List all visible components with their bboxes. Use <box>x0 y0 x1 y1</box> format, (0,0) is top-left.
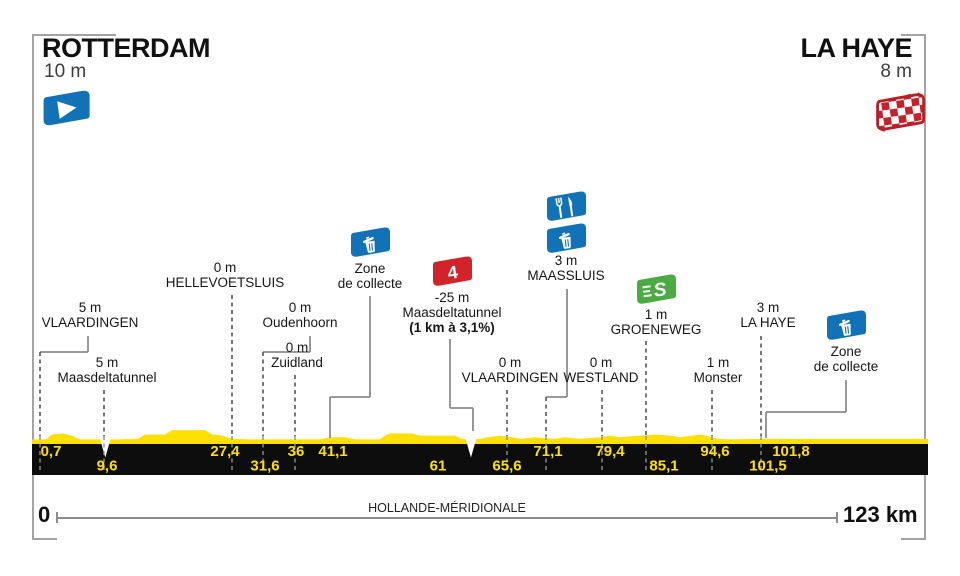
elevation-strip <box>32 441 928 475</box>
cat4-icon: 4 <box>430 253 474 291</box>
waypoint-label-la-haye-101.5: 3 m LA HAYE <box>740 300 795 330</box>
waypoint-elevation: 5 m <box>78 300 102 315</box>
waypoint-elevation: 5 m <box>95 355 119 370</box>
waypoint-label-westland-79.4: 0 m WESTLAND <box>563 355 638 385</box>
waypoint-label-monster-94.6: 1 m Monster <box>694 355 743 385</box>
km-marker: 85,1 <box>649 458 678 475</box>
start-flag-icon <box>40 86 92 137</box>
scale-axis-line <box>57 517 838 519</box>
km-marker: 94,6 <box>700 443 729 460</box>
frame-top-right-cap <box>901 34 926 36</box>
waypoint-name: LA HAYE <box>740 315 796 330</box>
waypoint-name: Zone <box>354 261 386 276</box>
km-marker: 61 <box>430 458 447 475</box>
km-marker: 79,4 <box>595 443 625 460</box>
waypoint-elevation: -25 m <box>434 290 470 305</box>
sprint-icon: S <box>634 271 678 309</box>
waypoint-name: VLAARDINGEN <box>41 315 139 330</box>
frame-top-left-cap <box>32 34 116 36</box>
waypoint-elevation: 3 m <box>554 253 578 268</box>
waypoint-label-maasdeltatunnel-9.6: 5 m Maasdeltatunnel <box>57 355 156 385</box>
start-city-name: ROTTERDAM <box>42 33 210 63</box>
waypoint-label-vlaardingen-65.6: 0 m VLAARDINGEN <box>462 355 559 385</box>
tunnel-notch <box>98 433 113 458</box>
km-marker: 101,5 <box>749 458 787 475</box>
waypoint-elevation: 3 m <box>756 300 780 315</box>
waypoint-name: Zone <box>830 344 862 359</box>
waypoint-elevation: 0 m <box>288 300 312 315</box>
waypoint-label-vlaardingen-0.7: 5 m VLAARDINGEN <box>42 300 139 330</box>
waypoint-elevation: 1 m <box>706 355 730 370</box>
waypoint-label-zone-de-collecte-101.8: Zone de collecte <box>814 344 879 374</box>
finish-flag-icon <box>874 90 926 141</box>
waypoint-name: VLAARDINGEN <box>461 370 559 385</box>
scale-start-tick <box>56 512 58 523</box>
svg-text:S: S <box>652 279 668 302</box>
km-marker: 101,8 <box>772 443 810 460</box>
svg-text:4: 4 <box>446 262 459 283</box>
km-marker: 0,7 <box>41 443 62 460</box>
waypoint-elevation: 0 m <box>498 355 522 370</box>
waypoint-name: Maasdeltatunnel <box>402 305 502 320</box>
waypoint-name: de collecte <box>813 359 879 374</box>
frame-right-line <box>924 34 926 540</box>
scale-end-tick <box>836 512 838 523</box>
waypoint-elevation: 0 m <box>285 340 309 355</box>
waypoint-name: Oudenhoorn <box>262 315 338 330</box>
km-marker: 27,4 <box>210 443 240 460</box>
waypoint-elevation: 0 m <box>213 260 237 275</box>
waypoint-name: Monster <box>693 370 743 385</box>
km-marker: 31,6 <box>250 458 279 475</box>
waypoint-label-hellevoetsluis-27.4: 0 m HELLEVOETSLUIS <box>166 260 285 290</box>
region-label: HOLLANDE-MÉRIDIONALE <box>368 501 526 515</box>
waypoint-label-zone-de-collecte-41.1: Zone de collecte <box>338 261 403 291</box>
frame-bottom-left-cap <box>32 538 57 540</box>
start-city-elevation: 10 m <box>44 61 87 82</box>
frame-bottom-right-cap <box>901 538 926 540</box>
scale-end-label: 123 km <box>843 502 918 527</box>
waypoint-name: HELLEVOETSLUIS <box>165 275 285 290</box>
km-marker: 71,1 <box>533 443 562 460</box>
tunnel-notch <box>463 433 478 458</box>
waypoint-label-zuidland-36: 0 m Zuidland <box>271 340 323 370</box>
waypoint-name: Zuidland <box>271 355 323 370</box>
waypoint-name: Maasdeltatunnel <box>57 370 157 385</box>
waypoint-label-oudenhoorn-31.6: 0 m Oudenhoorn <box>262 300 337 330</box>
waypoint-elevation: 1 m <box>644 307 668 322</box>
km-marker: 36 <box>288 443 305 460</box>
frame-left-line <box>32 34 34 540</box>
profile-line <box>32 430 928 444</box>
trash-icon <box>348 224 392 262</box>
waypoint-label-maasdeltatunnel-61: -25 m Maasdeltatunnel (1 km à 3,1%) <box>402 290 501 335</box>
waypoint-detail: (1 km à 3,1%) <box>409 320 495 335</box>
finish-city-elevation: 8 m <box>880 61 912 82</box>
scale-start-label: 0 <box>38 502 51 527</box>
km-marker: 9,6 <box>97 458 118 475</box>
trash-icon <box>824 307 868 345</box>
waypoint-name: WESTLAND <box>563 370 639 385</box>
food-icon <box>544 188 588 226</box>
waypoint-label-groeneweg-85.1: 1 m GROENEWEG <box>611 307 702 337</box>
waypoint-elevation: 0 m <box>589 355 613 370</box>
km-marker: 41,1 <box>318 443 347 460</box>
waypoint-name: de collecte <box>337 276 403 291</box>
waypoint-name: MAASSLUIS <box>527 268 605 283</box>
trash-icon <box>544 220 588 258</box>
km-marker: 65,6 <box>492 458 521 475</box>
waypoint-name: GROENEWEG <box>610 322 702 337</box>
waypoint-label-maassluis-71.1: 3 m MAASSLUIS <box>527 253 604 283</box>
finish-city-name: LA HAYE <box>800 33 912 63</box>
